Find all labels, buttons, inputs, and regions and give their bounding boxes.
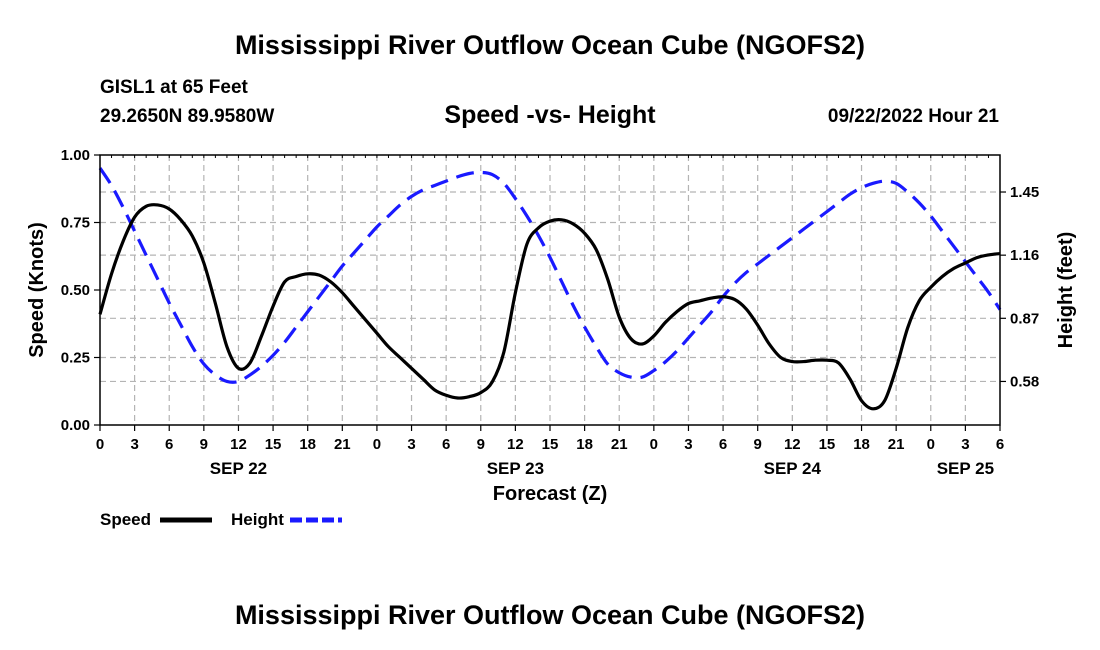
series-line-speed <box>98 203 1001 411</box>
x-tick-label: 3 <box>407 436 415 453</box>
x-tick-label: 18 <box>576 436 593 453</box>
date-label: SEP 25 <box>937 459 994 478</box>
x-tick-label: 18 <box>853 436 870 453</box>
x-tick-label: 0 <box>96 436 104 453</box>
y-tick-label: 0.00 <box>61 417 90 434</box>
date-label: SEP 24 <box>764 459 822 478</box>
x-tick-label: 15 <box>819 436 836 453</box>
forecast-datetime: 09/22/2022 Hour 21 <box>827 106 999 127</box>
y2-tick-label: 0.58 <box>1010 373 1039 390</box>
x-tick-label: 0 <box>373 436 381 453</box>
x-tick-label: 21 <box>334 436 351 453</box>
y2-tick-label: 1.45 <box>1010 184 1039 201</box>
x-tick-label: 3 <box>130 436 138 453</box>
x-tick-label: 9 <box>200 436 208 453</box>
x-tick-label: 21 <box>888 436 905 453</box>
y-axis-label: Speed (Knots) <box>26 222 48 358</box>
x-tick-label: 6 <box>442 436 450 453</box>
x-tick-label: 12 <box>507 436 524 453</box>
series-line-height <box>98 167 1002 384</box>
x-tick-label: 0 <box>927 436 935 453</box>
axis-layer: 0 3 6 9 12 15 18 21 0 3 6 9 12 15 18 21 0 3 6 9 12 15 18 21 0 3 6 0… <box>61 147 1039 478</box>
x-tick-label: 9 <box>754 436 762 453</box>
x-tick-label: 6 <box>719 436 727 453</box>
station-label: GISL1 at 65 Feet <box>100 77 248 98</box>
y2-tick-label: 1.16 <box>1010 247 1039 264</box>
y-tick-label: 0.75 <box>61 215 90 232</box>
legend-height-label: Height <box>231 510 284 529</box>
x-tick-label: 15 <box>265 436 282 453</box>
x-axis-label: Forecast (Z) <box>493 483 607 505</box>
legend-speed-label: Speed <box>100 510 152 529</box>
x-tick-label: 12 <box>784 436 801 453</box>
x-tick-label: 6 <box>165 436 173 453</box>
x-tick-label: 9 <box>477 436 485 453</box>
date-label: SEP 23 <box>487 459 544 478</box>
x-tick-label: 18 <box>299 436 316 453</box>
y2-tick-label: 0.87 <box>1010 310 1039 327</box>
x-tick-label: 12 <box>230 436 247 453</box>
x-tick-label: 21 <box>611 436 628 453</box>
x-tick-label: 3 <box>961 436 969 453</box>
y2-axis-label: Height (feet) <box>1055 232 1077 349</box>
y-tick-label: 1.00 <box>61 147 90 164</box>
y-tick-label: 0.50 <box>61 282 90 299</box>
chart-subtitle: Speed -vs- Height <box>444 101 656 129</box>
series-layer <box>98 167 1002 411</box>
chart-footer-title: Mississippi River Outflow Ocean Cube (NG… <box>234 600 866 630</box>
x-tick-label: 0 <box>650 436 658 453</box>
coordinates-label: 29.2650N 89.9580W <box>100 106 275 127</box>
x-tick-label: 6 <box>996 436 1004 453</box>
y-tick-label: 0.25 <box>61 350 90 367</box>
date-label: SEP 22 <box>210 459 267 478</box>
grid-layer <box>100 155 1000 425</box>
x-tick-label: 3 <box>684 436 692 453</box>
chart-main-title: Mississippi River Outflow Ocean Cube (NG… <box>234 30 866 60</box>
x-tick-label: 15 <box>542 436 559 453</box>
